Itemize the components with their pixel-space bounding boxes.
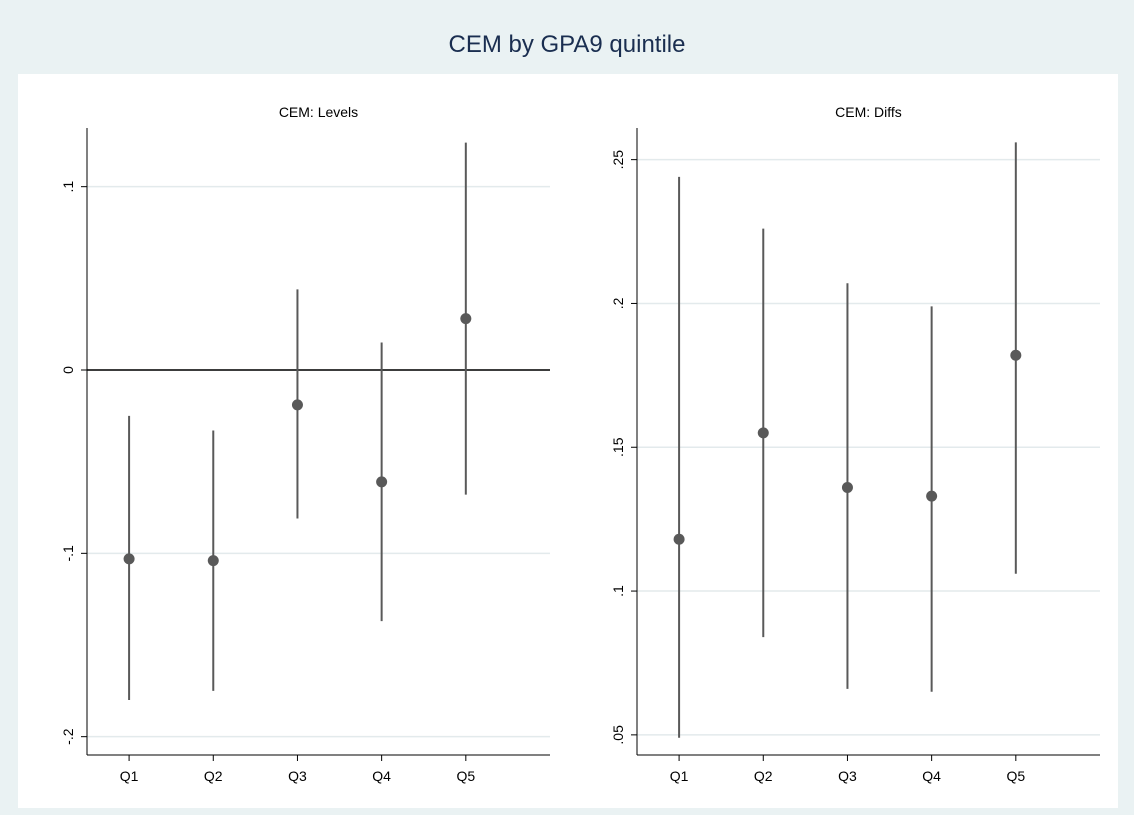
- point: [673, 533, 685, 545]
- y-tick-label: 0: [60, 366, 76, 374]
- point: [123, 553, 135, 565]
- x-tick-label: Q2: [204, 768, 223, 784]
- point: [376, 476, 388, 488]
- y-tick-label: .15: [610, 437, 626, 457]
- y-tick-label: .1: [610, 585, 626, 597]
- y-tick-label: -.2: [60, 728, 76, 745]
- x-tick-label: Q3: [838, 768, 857, 784]
- point: [757, 427, 769, 439]
- point: [291, 399, 303, 411]
- panel-title: CEM: Diffs: [835, 104, 902, 120]
- plot-background: [18, 74, 1118, 808]
- point: [460, 313, 472, 325]
- point: [841, 482, 853, 494]
- chart-title: CEM by GPA9 quintile: [449, 31, 686, 58]
- y-tick-label: .05: [610, 725, 626, 745]
- panel-title: CEM: Levels: [279, 104, 358, 120]
- y-tick-label: -.1: [60, 545, 76, 562]
- point: [1010, 349, 1022, 361]
- point: [207, 555, 219, 567]
- x-tick-label: Q1: [120, 768, 139, 784]
- x-tick-label: Q4: [372, 768, 391, 784]
- x-tick-label: Q1: [670, 768, 689, 784]
- x-tick-label: Q5: [456, 768, 475, 784]
- y-tick-label: .25: [610, 150, 626, 170]
- y-tick-label: .1: [60, 181, 76, 193]
- x-tick-label: Q4: [922, 768, 941, 784]
- x-tick-label: Q3: [288, 768, 307, 784]
- x-tick-label: Q5: [1006, 768, 1025, 784]
- x-tick-label: Q2: [754, 768, 773, 784]
- y-tick-label: .2: [610, 297, 626, 309]
- point: [926, 490, 938, 502]
